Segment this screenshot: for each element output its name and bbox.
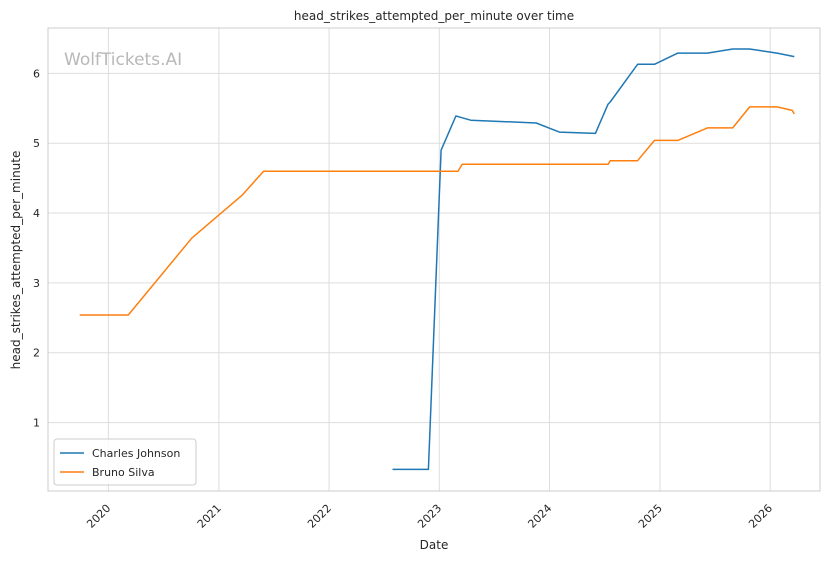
series-line-1 xyxy=(392,48,795,471)
y-axis-label: head_strikes_attempted_per_minute xyxy=(9,151,23,370)
chart-title: head_strikes_attempted_per_minute over t… xyxy=(294,9,574,23)
series-line-2 xyxy=(79,106,795,316)
plot-area xyxy=(47,27,821,492)
series-lines xyxy=(79,48,795,471)
legend-label: Charles Johnson xyxy=(92,447,180,460)
y-tick-label: 3 xyxy=(33,277,40,290)
legend-box xyxy=(53,438,197,486)
legend: Charles Johnson Bruno Silva xyxy=(53,438,197,486)
y-tick-label: 2 xyxy=(33,347,40,360)
grid xyxy=(48,28,820,491)
y-tick-label: 1 xyxy=(33,417,40,430)
watermark: WolfTickets.AI xyxy=(64,50,182,70)
y-tick-label: 6 xyxy=(33,67,40,80)
y-tick-label: 4 xyxy=(33,207,40,220)
y-tick-label: 5 xyxy=(33,137,40,150)
legend-label: Bruno Silva xyxy=(92,466,155,479)
x-axis-label: Date xyxy=(420,538,449,552)
